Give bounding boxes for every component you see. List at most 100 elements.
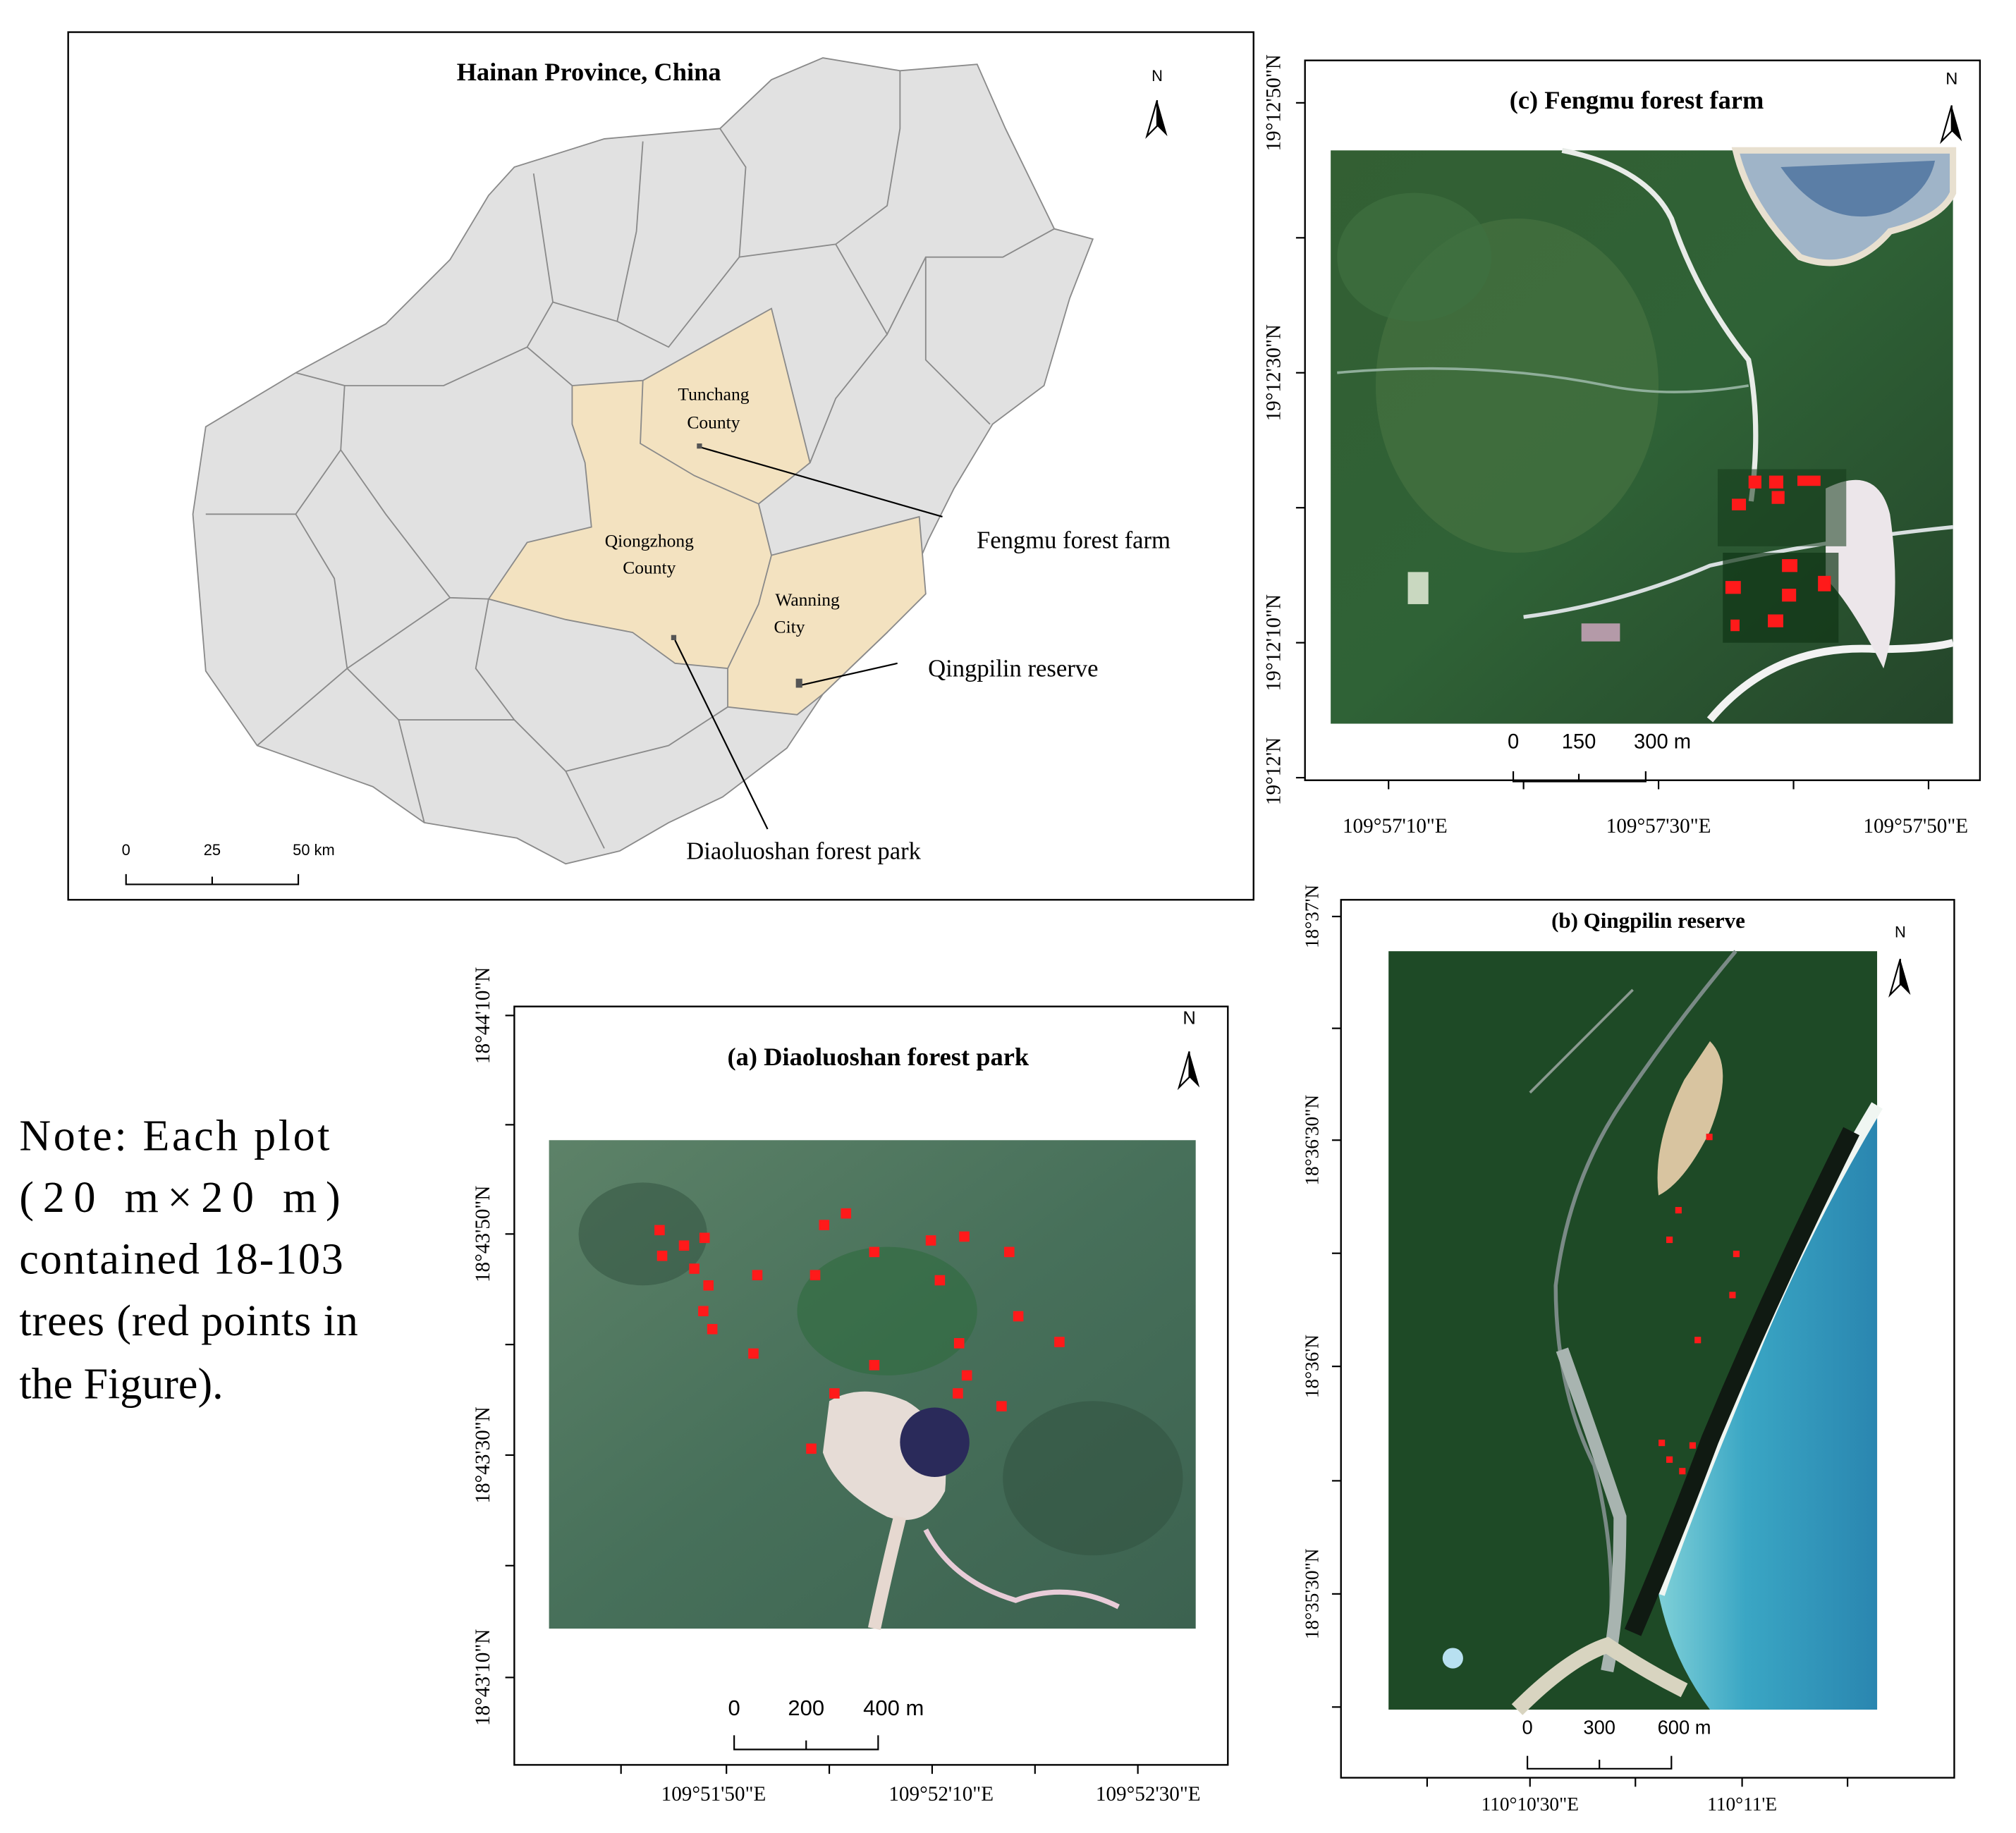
plot-point bbox=[961, 1370, 972, 1381]
plot-point bbox=[1818, 575, 1831, 591]
scale-label: 0 bbox=[122, 841, 130, 859]
plot-point bbox=[869, 1360, 880, 1371]
satellite-image bbox=[549, 1140, 1196, 1630]
map-shape bbox=[1337, 367, 1749, 393]
map-shape bbox=[797, 1246, 977, 1375]
note-line: (20 m×20 m) bbox=[19, 1174, 349, 1222]
plot-point bbox=[748, 1348, 759, 1359]
scale-label: 300 bbox=[1583, 1717, 1615, 1739]
lat-label: 19°12'50"N bbox=[1262, 54, 1285, 151]
map-title: Hainan Province, China bbox=[457, 58, 721, 86]
lat-label: 18°36'N bbox=[1302, 1335, 1323, 1399]
satellite-image bbox=[1388, 950, 1883, 1715]
lon-label: 109°57'10"E bbox=[1343, 815, 1448, 838]
plot-point bbox=[806, 1443, 817, 1454]
plot-point bbox=[678, 1240, 690, 1251]
north-arrow bbox=[1889, 958, 1912, 996]
panel-frame bbox=[1304, 59, 1981, 781]
plot-point bbox=[953, 1338, 965, 1349]
map-shape bbox=[1581, 623, 1620, 642]
north-arrow bbox=[1178, 1050, 1201, 1089]
map-shape bbox=[1556, 1347, 1627, 1673]
scale-label: 50 km bbox=[293, 841, 335, 859]
hainan-map: Hainan Province, China N Tunchang County… bbox=[67, 31, 1254, 901]
plot-point bbox=[1782, 589, 1797, 602]
lat-label: 19°12'10"N bbox=[1262, 594, 1285, 691]
county-label: Wanning bbox=[775, 589, 840, 610]
plot-points bbox=[1658, 1134, 1740, 1475]
map-shape bbox=[344, 346, 573, 386]
scale-label: 600 m bbox=[1658, 1717, 1711, 1739]
panel-frame bbox=[1340, 899, 1955, 1779]
county-label: Qiongzhong bbox=[605, 530, 694, 551]
lat-label: 18°37'N bbox=[1302, 885, 1323, 949]
county-label: City bbox=[774, 616, 805, 637]
site-marker bbox=[697, 443, 702, 449]
plot-points bbox=[654, 1208, 1065, 1454]
study-counties bbox=[487, 307, 927, 716]
plot-point bbox=[1771, 491, 1785, 504]
map-shape bbox=[1723, 553, 1839, 643]
map-shape bbox=[1706, 639, 1955, 723]
panel-b: (b) Qingpilin reserve N 18°37'N 18°36'30… bbox=[1302, 885, 1955, 1815]
lat-label: 18°43'30"N bbox=[472, 1406, 494, 1503]
map-shape bbox=[923, 1528, 1120, 1610]
plot-point bbox=[810, 1270, 821, 1280]
lon-label: 109°57'50"E bbox=[1863, 815, 1968, 838]
plot-point bbox=[996, 1401, 1007, 1411]
scale-bar: 0 200 400 m bbox=[728, 1696, 924, 1751]
note-line: Note: Each plot bbox=[19, 1112, 332, 1160]
lat-label: 19°12'30"N bbox=[1262, 324, 1285, 421]
map-shape bbox=[1657, 1041, 1723, 1196]
site-marker bbox=[671, 634, 677, 640]
map-shape bbox=[1511, 1636, 1688, 1715]
map-shape bbox=[924, 257, 991, 425]
panel-title: (b) Qingpilin reserve bbox=[1551, 908, 1745, 933]
plot-point bbox=[699, 1232, 710, 1244]
map-shape bbox=[1561, 147, 1759, 502]
map-shape bbox=[1624, 1127, 1859, 1636]
plot-point bbox=[1706, 1134, 1713, 1141]
lat-label: 18°43'10"N bbox=[472, 1629, 494, 1726]
plot-point bbox=[707, 1323, 718, 1335]
lon-label: 109°57'30"E bbox=[1606, 815, 1711, 838]
lat-label: 19°12'N bbox=[1262, 737, 1285, 805]
plot-point bbox=[1732, 498, 1747, 510]
map-shape bbox=[1553, 950, 1737, 1659]
scale-label: 0 bbox=[1508, 731, 1519, 754]
map-frame bbox=[67, 31, 1254, 901]
plot-point bbox=[1004, 1246, 1015, 1258]
plot-point bbox=[934, 1275, 946, 1286]
site-label: Qingpilin reserve bbox=[928, 656, 1098, 682]
scale-label: 400 m bbox=[863, 1696, 924, 1720]
map-shape bbox=[640, 380, 759, 505]
plot-point bbox=[1013, 1311, 1024, 1322]
scale-label: 0 bbox=[728, 1696, 740, 1720]
plot-point bbox=[656, 1251, 668, 1261]
plot-point bbox=[1797, 475, 1821, 486]
note-line: trees (red points in bbox=[19, 1297, 358, 1345]
map-shape bbox=[1780, 160, 1936, 217]
lon-label: 110°10'30"E bbox=[1482, 1794, 1579, 1815]
leader-line bbox=[700, 446, 943, 518]
leader-line bbox=[800, 662, 898, 686]
panel-title: (a) Diaoluoshan forest park bbox=[728, 1043, 1030, 1071]
north-label: N bbox=[1183, 1009, 1195, 1029]
map-shape bbox=[295, 372, 489, 600]
map-shape bbox=[900, 1407, 970, 1477]
county-label: County bbox=[687, 412, 740, 433]
scale-label: 150 bbox=[1562, 731, 1596, 754]
county-label: Tunchang bbox=[678, 384, 749, 404]
district-lines bbox=[205, 70, 1055, 849]
x-axis-ticks bbox=[1426, 1777, 1849, 1787]
lat-label: 18°44'10"N bbox=[472, 967, 494, 1064]
plot-point bbox=[1675, 1207, 1682, 1214]
plot-point bbox=[1733, 1251, 1740, 1258]
plot-point bbox=[1666, 1236, 1673, 1244]
north-label: N bbox=[1151, 67, 1163, 85]
plot-point bbox=[841, 1208, 852, 1219]
map-shape bbox=[809, 333, 888, 463]
north-arrow bbox=[1146, 99, 1168, 137]
